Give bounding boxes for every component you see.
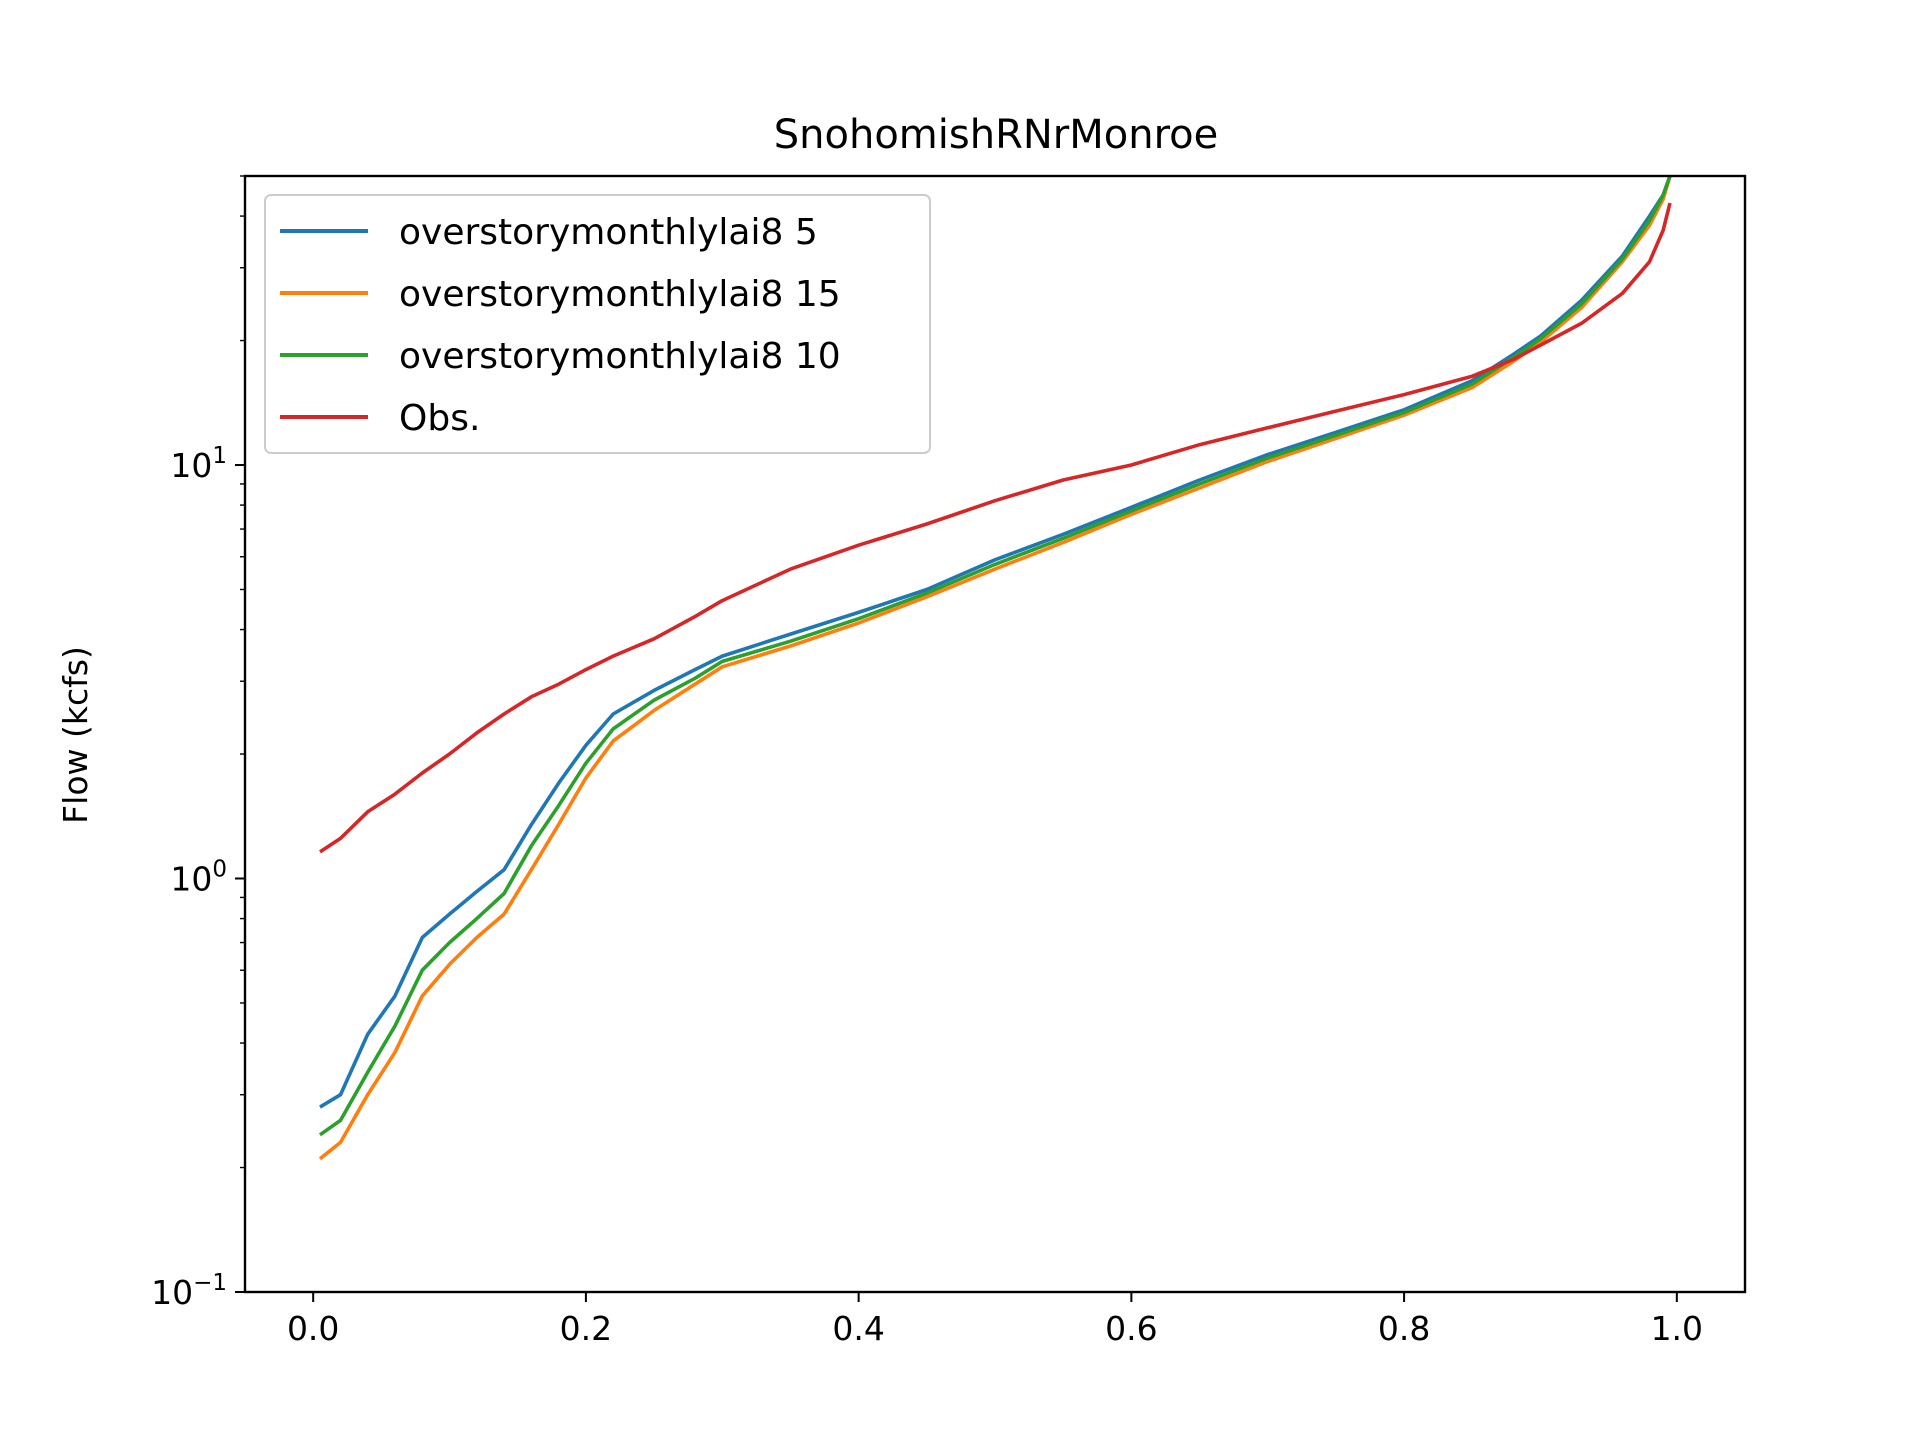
chart-title: SnohomishRNrMonroe bbox=[774, 112, 1218, 158]
x-tick-label: 0.0 bbox=[287, 1309, 339, 1348]
x-tick-label: 0.4 bbox=[832, 1309, 884, 1348]
plot-area-frame bbox=[243, 174, 1747, 1294]
legend: overstorymonthlylai8 5 overstorymonthlyla… bbox=[264, 194, 931, 454]
legend-label: Obs. bbox=[399, 398, 480, 439]
x-tick-label: 1.0 bbox=[1651, 1309, 1703, 1348]
y-tick-label: 100 bbox=[170, 857, 227, 899]
legend-label: overstorymonthlylai8 10 bbox=[399, 336, 841, 377]
x-tick-label: 0.6 bbox=[1105, 1309, 1157, 1348]
x-axis-ticks: 0.0 0.2 0.4 0.6 0.8 1.0 bbox=[287, 1292, 1703, 1348]
y-axis-label: Flow (kcfs) bbox=[56, 646, 95, 824]
y-axis-ticks: 10−1 100 101 bbox=[151, 175, 245, 1312]
legend-label: overstorymonthlylai8 15 bbox=[399, 274, 841, 315]
legend-box bbox=[264, 194, 931, 454]
legend-label: overstorymonthlylai8 5 bbox=[399, 212, 818, 253]
series-lines bbox=[318, 176, 1672, 1161]
y-tick-label: 10−1 bbox=[151, 1270, 227, 1312]
x-tick-label: 0.8 bbox=[1378, 1309, 1430, 1348]
series-line-1 bbox=[319, 176, 1672, 1109]
x-tick-label: 0.2 bbox=[560, 1309, 612, 1348]
y-tick-label: 101 bbox=[170, 443, 227, 485]
series-line-4 bbox=[319, 202, 1672, 854]
series-line-3 bbox=[318, 176, 1672, 1137]
